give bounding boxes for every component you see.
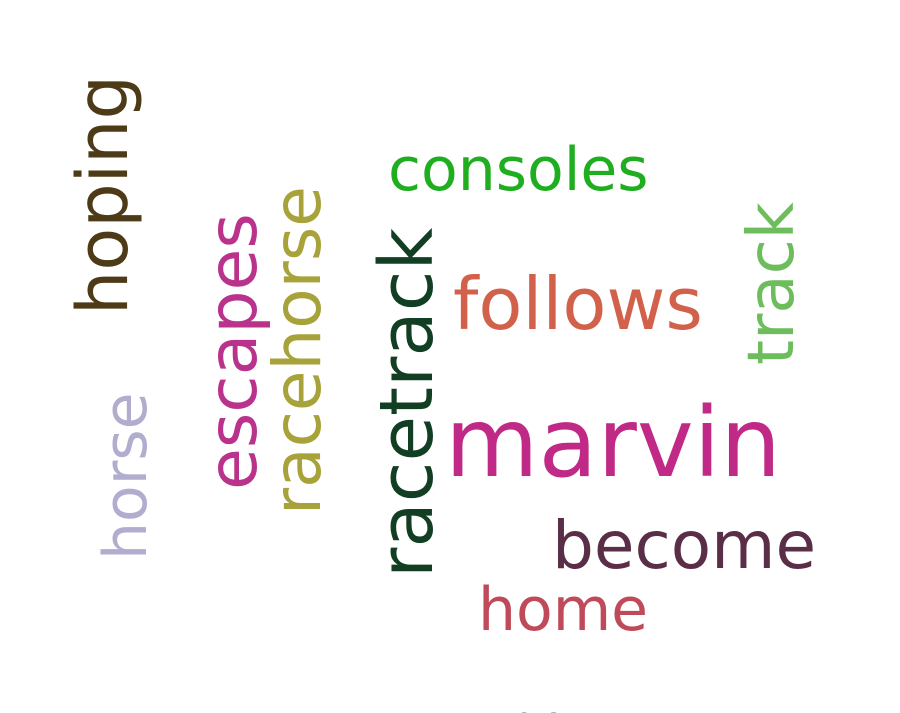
word-racetrack: racetrack — [364, 227, 450, 578]
word-home: home — [478, 575, 649, 645]
word-follows: follows — [453, 262, 703, 346]
word-become: become — [552, 507, 817, 584]
word-hoping: hoping — [62, 75, 144, 315]
word-marvin: marvin — [445, 387, 782, 499]
word-racehorse: racehorse — [259, 186, 336, 515]
word-horse: horse — [91, 392, 161, 560]
word-track: track — [735, 202, 809, 365]
word-consoles: consoles — [388, 135, 649, 205]
word-escapes: escapes — [194, 213, 273, 490]
